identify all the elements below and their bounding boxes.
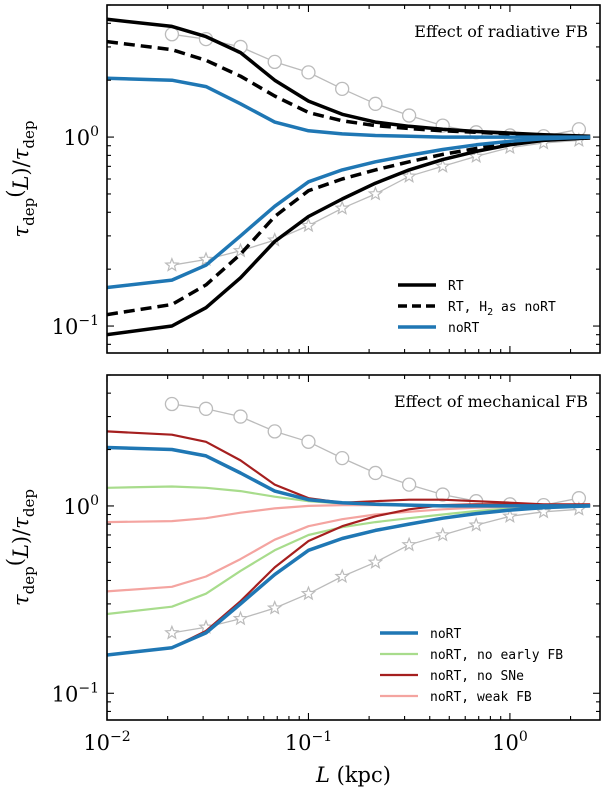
axes-frame	[106, 374, 601, 721]
reference-star-marker	[334, 200, 350, 215]
series-line-5	[107, 135, 591, 290]
reference-circle-marker	[233, 409, 248, 424]
legend-label: RT	[448, 279, 464, 294]
reference-star-marker	[300, 217, 317, 233]
legend-label: noRT	[430, 627, 461, 642]
panel-mechanical-fb: 10−1 100 10−2 10−1 100 τdep(L)/τdep L (kpc) Eff…	[3, 374, 601, 787]
reference-star-marker	[334, 568, 350, 584]
y-tick-label: 100	[63, 493, 99, 519]
reference-star-marker	[502, 508, 518, 523]
reference-circle-marker	[401, 477, 417, 492]
reference-circle-marker	[368, 465, 383, 481]
reference-star-marker	[232, 610, 249, 626]
series-line-3	[107, 504, 591, 593]
reference-star-marker	[367, 185, 384, 201]
y-tick-label: 100	[63, 124, 99, 150]
reference-star-marker	[164, 257, 180, 272]
reference-circle-marker	[335, 81, 350, 96]
reference-circle-marker	[267, 54, 282, 70]
x-tick-label: 100	[492, 729, 528, 755]
reference-circle-marker	[368, 96, 383, 111]
series-line-6	[107, 445, 591, 508]
reference-star-marker	[401, 536, 417, 552]
reference-star-marker	[435, 526, 451, 542]
reference-circle-marker	[198, 401, 214, 416]
reference-line-star	[171, 508, 579, 634]
panel-title: Effect of radiative FB	[414, 22, 588, 41]
series-line-1	[107, 504, 591, 616]
series-line-2	[107, 39, 591, 139]
reference-circle-marker	[164, 27, 180, 42]
reference-circle-marker	[164, 396, 180, 412]
legend-label: noRT, no early FB	[430, 648, 563, 663]
reference-star-marker	[198, 251, 214, 267]
reference-star-marker	[300, 585, 317, 601]
panel-title: Effect of mechanical FB	[394, 392, 588, 411]
reference-star-marker	[435, 158, 451, 173]
reference-star-marker	[367, 554, 384, 569]
reference-circle-marker	[401, 108, 417, 123]
panel-radiative-fb: 10−1 100 τdep(L)/τdep Effect of radiative F…	[3, 4, 601, 354]
x-tick-label: 10−2	[83, 729, 130, 755]
y-tick-label: 10−1	[52, 313, 99, 339]
reference-star-marker	[468, 516, 485, 532]
y-tick-label: 10−1	[52, 680, 99, 706]
reference-circle-marker	[301, 65, 316, 80]
reference-circle-marker	[301, 434, 316, 449]
legend-label: noRT, no SNe	[430, 669, 524, 684]
reference-circle-marker	[435, 487, 450, 502]
reference-star-marker	[266, 599, 283, 615]
reference-star-marker	[164, 624, 180, 640]
x-axis-title: L (kpc)	[315, 763, 391, 787]
x-tick-label: 10−1	[285, 729, 332, 755]
series-line-1	[107, 136, 591, 337]
series-line-4	[107, 430, 591, 506]
reference-line-star	[171, 139, 579, 266]
series-line-4	[107, 76, 591, 139]
reference-star-marker	[401, 168, 417, 183]
legend-label: RT, H2 as noRT	[448, 300, 556, 318]
reference-circle-marker	[267, 424, 282, 439]
reference-star-marker	[535, 503, 552, 519]
series-line-7	[107, 504, 591, 657]
y-axis-title: τdep(L)/τdep	[3, 121, 38, 238]
legend-label: noRT	[448, 321, 479, 336]
plot-area	[107, 396, 591, 657]
series-line-3	[107, 136, 591, 317]
plot-area	[107, 17, 591, 337]
reference-circle-marker	[335, 450, 350, 466]
y-axis-title: τdep(L)/τdep	[3, 489, 38, 606]
legend-label: noRT, weak FB	[430, 690, 532, 705]
